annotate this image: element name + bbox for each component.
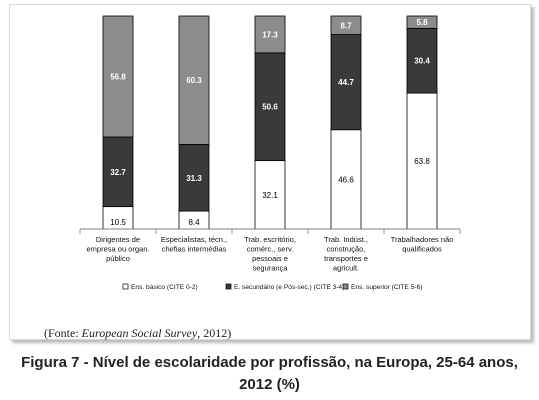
data-label: 17.3 — [262, 30, 278, 39]
data-label: 32.1 — [262, 191, 278, 200]
x-tick-label: construção, — [327, 245, 366, 254]
legend-label: Ens. superior (CITE 5-6) — [351, 284, 422, 291]
x-tick-label: Trabalhadores não — [391, 235, 454, 244]
figure-caption: Figura 7 - Nível de escolaridade por pro… — [0, 352, 539, 396]
x-tick-label: pessoais e — [252, 254, 288, 263]
source-name: European Social Survey — [81, 326, 198, 340]
data-label: 44.7 — [338, 78, 354, 87]
x-tick-label: público — [106, 254, 130, 263]
x-tick-label: Dirigentes de — [96, 235, 140, 244]
bar-segment — [102, 15, 134, 138]
caption-line-2: 2012 (%) — [239, 376, 300, 393]
legend-swatch — [342, 283, 349, 290]
data-label: 63.8 — [414, 157, 430, 166]
data-label: 5.8 — [416, 18, 428, 27]
data-label: 32.7 — [110, 168, 126, 177]
source-prefix: (Fonte: — [44, 326, 82, 340]
bar-segment — [330, 34, 362, 131]
x-tick-label: agricult. — [333, 264, 359, 273]
bar-segment — [406, 92, 438, 230]
data-label: 31.3 — [186, 174, 202, 183]
x-tick-label: comérc., serv. — [247, 245, 294, 254]
x-tick-label: transportes e — [324, 254, 368, 263]
x-tick-label: segurança — [252, 264, 288, 273]
caption-line-1: Figura 7 - Nível de escolaridade por pro… — [21, 354, 518, 371]
legend-label: Ens. básico (CITE 0-2) — [131, 284, 198, 291]
bar-segment — [102, 136, 134, 208]
legend-swatch — [225, 283, 232, 290]
x-tick-label: empresa ou organ. — [87, 245, 150, 254]
bar-segment — [254, 15, 286, 54]
data-label: 46.6 — [338, 175, 354, 184]
bar-segment — [178, 15, 210, 145]
bar-segment — [330, 15, 362, 35]
bar-segment — [406, 15, 438, 29]
legend-swatch — [122, 283, 129, 290]
x-tick-label: qualificados — [402, 245, 442, 254]
data-label: 50.6 — [262, 103, 278, 112]
x-tick-label: Especialistas, técn., — [161, 235, 227, 244]
legend-label: E. secundário (e Pós-sec.) (CITE 3-4) — [234, 284, 344, 291]
data-label: 60.3 — [186, 76, 202, 85]
data-label: 8.7 — [340, 21, 352, 30]
bar-segment — [254, 52, 286, 162]
source-suffix: , 2012) — [197, 326, 232, 340]
x-tick-label: Trab. escritório, — [244, 235, 296, 244]
x-tick-label: Trab. Indúst., — [324, 235, 368, 244]
data-label: 30.4 — [414, 57, 430, 66]
data-label: 8.4 — [188, 218, 200, 227]
source-note: (Fonte: European Social Survey, 2012) — [44, 326, 231, 341]
bar-segment — [406, 27, 438, 94]
data-label: 10.5 — [110, 218, 126, 227]
data-label: 56.8 — [110, 72, 126, 81]
x-tick-label: chefias intermédias — [162, 245, 227, 254]
